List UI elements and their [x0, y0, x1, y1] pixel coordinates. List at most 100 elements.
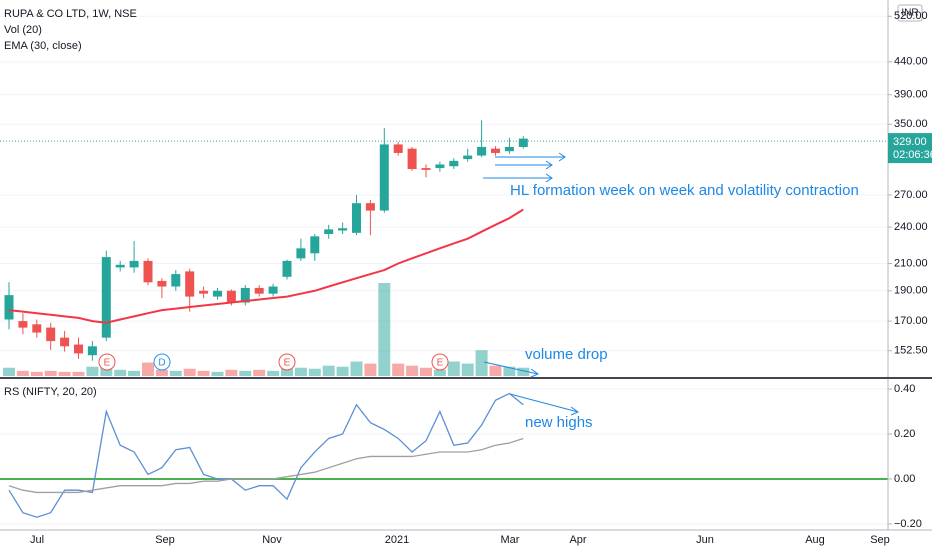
volume-bar — [86, 366, 99, 376]
volume-bar — [58, 371, 71, 376]
candle-body — [296, 248, 306, 259]
currency-box[interactable] — [897, 4, 923, 22]
volume-bar — [336, 366, 349, 376]
volume-bar — [461, 363, 474, 376]
x-tick-label: Mar — [501, 534, 520, 546]
candle-body — [4, 295, 14, 320]
volume-bar — [155, 369, 168, 376]
x-tick-label: Jun — [696, 534, 714, 546]
y-tick-label: 0.20 — [894, 428, 915, 440]
candle-body — [213, 290, 222, 297]
volume-bar — [364, 363, 377, 376]
volume-bar — [211, 371, 224, 376]
event-label: E — [284, 358, 291, 369]
legend-ema: EMA (30, close) — [4, 40, 82, 52]
y-tick-label: 0.00 — [894, 473, 915, 485]
candle-body — [449, 160, 459, 167]
y-tick-label: 0.40 — [894, 383, 915, 395]
event-circle — [98, 353, 116, 371]
volume-bar — [447, 361, 460, 376]
rs-line — [8, 392, 524, 518]
candle-body — [226, 290, 236, 303]
volume-bar — [183, 368, 196, 376]
volume-bar — [475, 350, 488, 376]
arrow — [483, 361, 540, 378]
x-tick-label: Aug — [805, 534, 825, 546]
candle-body — [254, 287, 264, 294]
candle-body — [393, 144, 403, 153]
event-circle — [153, 353, 171, 371]
event-marker: E — [278, 353, 296, 371]
y-tick-label: −0.20 — [894, 518, 922, 530]
volume-bar — [517, 367, 530, 376]
volume-bar — [128, 370, 141, 376]
last-price-box — [888, 133, 932, 164]
arrow — [495, 160, 553, 170]
candle-body — [171, 274, 181, 287]
candle-body — [407, 148, 417, 169]
y-tick-label: 170.00 — [894, 315, 928, 327]
y-tick-label: 350.00 — [894, 118, 928, 130]
volume-bar — [225, 369, 238, 376]
arrow — [483, 173, 553, 183]
countdown: 02:06:36 — [893, 149, 932, 161]
candle-body — [477, 146, 487, 156]
legend-rs: RS (NIFTY, 20, 20) — [4, 386, 97, 398]
event-marker: E — [98, 353, 116, 371]
event-circle — [431, 353, 449, 371]
volume-bar — [350, 361, 363, 376]
candle-body — [157, 280, 167, 287]
candle-body — [46, 327, 56, 342]
candle-body — [129, 260, 139, 268]
event-label: E — [437, 358, 444, 369]
volume-bar — [16, 370, 29, 376]
candle-body — [282, 260, 292, 277]
volume-bar — [114, 369, 127, 376]
volume-bar — [489, 365, 502, 376]
x-tick-label: Sep — [155, 534, 175, 546]
candle-body — [379, 144, 389, 211]
volume-bar — [30, 371, 43, 376]
candle-body — [421, 168, 431, 170]
volume-bar — [267, 370, 280, 376]
y-tick-label: 152.50 — [894, 345, 928, 357]
event-marker: D — [153, 353, 171, 371]
volume-bar — [378, 283, 391, 376]
volume-bar — [406, 365, 419, 376]
x-tick-label: Jul — [30, 534, 44, 546]
volume-bar — [44, 370, 57, 376]
y-tick-label: 440.00 — [894, 56, 928, 68]
annotation: HL formation week on week and volatility… — [510, 182, 859, 199]
candle-body — [268, 286, 278, 294]
volume-bar — [197, 370, 210, 376]
candle-body — [518, 138, 528, 147]
x-tick-label: Sep — [870, 534, 890, 546]
event-label: E — [104, 358, 111, 369]
event-label: D — [158, 358, 165, 369]
candle-body — [338, 228, 348, 231]
candle-body — [74, 344, 83, 354]
y-tick-label: 210.00 — [894, 257, 928, 269]
legend-volume: Vol (20) — [4, 24, 42, 36]
y-tick-label: 190.00 — [894, 285, 928, 297]
volume-bar — [308, 368, 321, 376]
x-tick-label: Nov — [262, 534, 282, 546]
y-tick-label: 240.00 — [894, 221, 928, 233]
volume-bar — [3, 367, 15, 376]
candle-body — [324, 229, 334, 234]
candle-body — [504, 146, 514, 152]
volume-bar — [239, 370, 252, 376]
y-tick-label: 390.00 — [894, 89, 928, 101]
rs-line — [8, 437, 524, 494]
candle-body — [240, 287, 250, 303]
candle-body — [435, 164, 445, 169]
last-price-label: 329.00 — [893, 136, 927, 148]
currency[interactable]: INR — [901, 8, 918, 19]
arrow — [495, 152, 566, 162]
x-tick-label: 2021 — [385, 534, 409, 546]
x-tick-label: Apr — [569, 534, 586, 546]
candle-body — [101, 257, 111, 338]
